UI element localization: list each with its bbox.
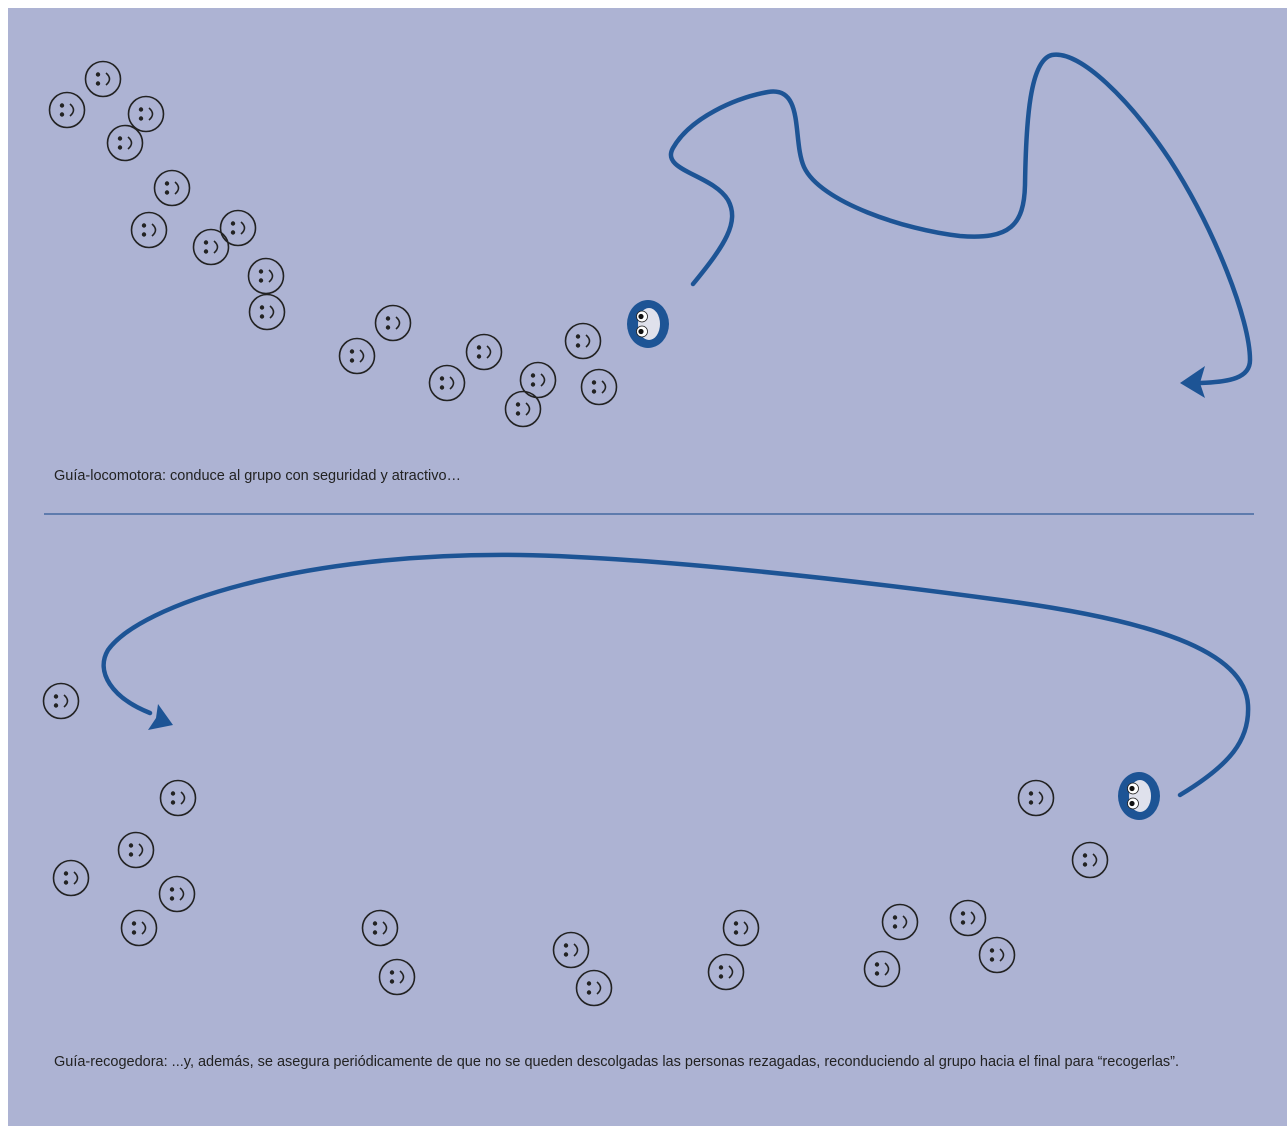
- guide-face-icon: [1117, 771, 1161, 821]
- smiley-face-icon: [158, 875, 196, 913]
- smiley-face-icon: [247, 257, 285, 295]
- smiley-face-icon: [361, 909, 399, 947]
- smiley-face-icon: [117, 831, 155, 869]
- smiley-face-icon: [84, 60, 122, 98]
- top-group: [48, 60, 618, 428]
- diagram-panel: Guía-locomotora: conduce al grupo con se…: [8, 8, 1287, 1126]
- smiley-face-icon: [707, 953, 745, 991]
- smiley-face-icon: [575, 969, 613, 1007]
- smiley-face-icon: [978, 936, 1016, 974]
- smiley-face-icon: [120, 909, 158, 947]
- smiley-face-icon: [504, 390, 542, 428]
- smiley-face-icon: [881, 903, 919, 941]
- bottom-path-arrow: [101, 552, 1251, 798]
- smiley-face-icon: [1017, 779, 1055, 817]
- smiley-face-icon: [130, 211, 168, 249]
- smiley-face-icon: [580, 368, 618, 406]
- caption-guide-locomotive: Guía-locomotora: conduce al grupo con se…: [54, 468, 462, 484]
- caption-guide-collector: Guía-recogedora: ...y, además, se asegur…: [54, 1054, 1179, 1070]
- smiley-face-icon: [378, 958, 416, 996]
- smiley-face-icon: [153, 169, 191, 207]
- smiley-face-icon: [248, 293, 286, 331]
- smiley-face-icon: [52, 859, 90, 897]
- smiley-face-icon: [552, 931, 590, 969]
- smiley-face-icon: [949, 899, 987, 937]
- smiley-face-icon: [48, 91, 86, 129]
- smiley-face-icon: [338, 337, 376, 375]
- smiley-face-icon: [722, 909, 760, 947]
- diagram-scene: [42, 52, 1254, 1007]
- smiley-face-icon: [374, 304, 412, 342]
- smiley-face-icon: [219, 209, 257, 247]
- smiley-face-icon: [465, 333, 503, 371]
- smiley-face-icon: [159, 779, 197, 817]
- top-path-arrow: [668, 52, 1253, 398]
- smiley-face-icon: [1071, 841, 1109, 879]
- smiley-face-icon: [863, 950, 901, 988]
- smiley-face-icon: [127, 95, 165, 133]
- smiley-face-icon: [192, 228, 230, 266]
- smiley-face-icon: [106, 124, 144, 162]
- smiley-face-icon: [564, 322, 602, 360]
- smiley-face-icon: [428, 364, 466, 402]
- bottom-group: [42, 682, 1109, 1007]
- guide-face-icon: [626, 299, 670, 349]
- smiley-face-icon: [42, 682, 80, 720]
